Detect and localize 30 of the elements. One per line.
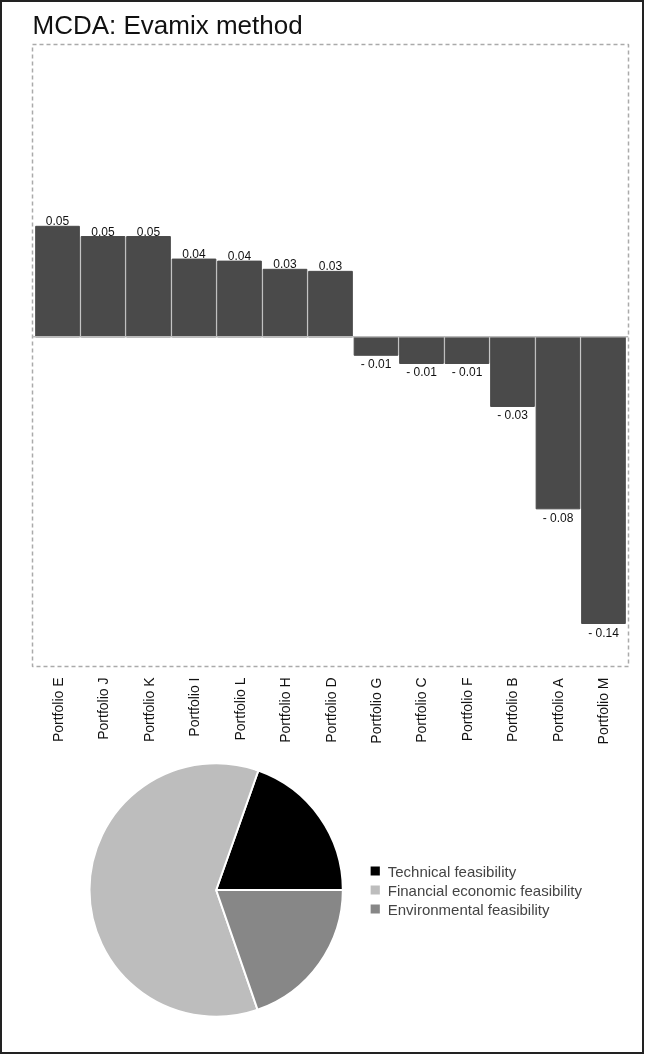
- legend-label: Financial economic feasibility: [387, 881, 582, 898]
- legend-label: Environmental feasibility: [387, 900, 550, 917]
- data-label: - 0.03: [497, 408, 529, 423]
- data-label: 0.04: [182, 247, 207, 262]
- x-tick-label: Portfolio F: [458, 677, 475, 742]
- x-tick-label: Portfolio G: [368, 677, 384, 744]
- data-label: 0.03: [273, 257, 298, 272]
- data-label: - 0.01: [451, 365, 483, 380]
- chart-title: MCDA: Evamix method: [32, 9, 303, 40]
- x-tick-label: Portfolio J: [95, 677, 112, 740]
- data-label: - 0.01: [360, 357, 392, 372]
- x-tick-label: Portfolio C: [413, 677, 430, 743]
- legend-label: Technical feasibility: [387, 862, 517, 879]
- x-tick-label: Portfolio I: [186, 677, 203, 737]
- data-label: 0.03: [318, 259, 343, 274]
- x-tick-label: Portfolio H: [277, 677, 293, 743]
- data-label: - 0.01: [406, 365, 438, 380]
- x-tick-label: Portfolio B: [504, 677, 521, 743]
- data-label: - 0.14: [588, 625, 620, 640]
- data-label: - 0.08: [542, 510, 574, 525]
- x-tick-label: Portfolio L: [231, 677, 248, 741]
- x-tick-label: Portfolio A: [549, 677, 566, 743]
- x-tick-label: Portfolio E: [49, 677, 66, 743]
- x-tick-label: Portfolio M: [595, 677, 612, 745]
- data-label: 0.05: [136, 224, 161, 239]
- x-tick-label: Portfolio D: [322, 677, 339, 743]
- data-label: 0.05: [45, 214, 70, 229]
- x-tick-label: Portfolio K: [140, 676, 157, 743]
- data-label: 0.05: [91, 224, 116, 239]
- data-label: 0.04: [227, 249, 252, 264]
